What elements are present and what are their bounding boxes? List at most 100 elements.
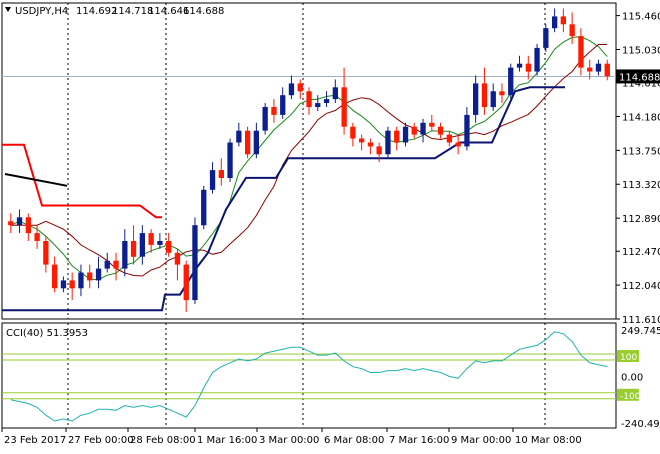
cci-line	[10, 331, 608, 422]
candle-body	[253, 130, 259, 155]
candle-body	[192, 225, 198, 301]
time-tick-label: 7 Mar 16:00	[389, 435, 449, 446]
candle-body	[52, 264, 58, 289]
cci-level-label: -100	[620, 392, 641, 402]
candle-body	[113, 260, 119, 269]
chart-title: USDJPY,H4	[15, 6, 68, 17]
candle-body	[288, 83, 295, 96]
cci-level-box	[617, 388, 639, 401]
candle-body	[359, 138, 365, 143]
candle-body	[218, 170, 224, 178]
candle-body	[385, 130, 391, 155]
candle-body	[69, 280, 75, 289]
candle-body	[402, 126, 409, 143]
cci-tick-label: 0.00	[621, 372, 643, 383]
time-tick-label: 27 Feb 00:00	[68, 435, 134, 446]
candle-body	[174, 252, 181, 265]
candle-body	[473, 83, 479, 115]
candle-body	[236, 130, 242, 143]
candle-body	[262, 107, 268, 131]
candle-body	[516, 63, 523, 68]
candle-body	[560, 16, 566, 25]
candle-body	[499, 91, 505, 96]
candle-body	[429, 122, 435, 127]
candle-body	[8, 221, 14, 226]
candle-body	[139, 233, 145, 257]
cci-label: CCI(40) 51.3953	[6, 328, 88, 339]
candle-body	[490, 91, 496, 108]
candle-body	[16, 217, 23, 226]
candle-body	[78, 272, 84, 289]
cci-level-box	[617, 350, 639, 363]
price-tick-label: 112.040	[622, 281, 660, 292]
current-price-box	[616, 69, 660, 84]
candle-body	[297, 83, 303, 92]
candle-body	[43, 241, 49, 265]
candle-body	[166, 241, 172, 253]
price-tick-label: 115.460	[622, 12, 660, 23]
candle-body	[315, 103, 321, 107]
candle-body	[323, 99, 330, 103]
candle-body	[122, 241, 128, 269]
time-tick-label: 1 Mar 16:00	[197, 435, 257, 446]
red-envelope-step	[2, 143, 162, 219]
trend-line	[4, 173, 68, 187]
price-tick-label: 113.750	[622, 146, 660, 157]
candle-body	[183, 264, 189, 301]
time-tick-label: 28 Feb 08:00	[130, 435, 196, 446]
candle-body	[130, 241, 137, 257]
candle-body	[60, 280, 67, 289]
candle-body	[95, 268, 102, 281]
time-tick-label: 6 Mar 08:00	[324, 435, 384, 446]
ohlc-value: 114.688	[183, 6, 224, 17]
candle-body	[437, 126, 444, 135]
price-tick-label: 113.320	[622, 180, 660, 191]
candle-body	[332, 87, 338, 100]
cci-panel-frame	[1, 322, 617, 429]
candle-body	[201, 189, 207, 226]
main-panel-frame	[1, 2, 617, 320]
ohlc-value: 114.646	[148, 6, 189, 17]
cci-tick-label: -240.4958	[621, 419, 660, 430]
candle-body	[245, 130, 251, 155]
ohlc-value: 114.718	[112, 6, 153, 17]
candle-body	[525, 63, 531, 72]
candle-body	[446, 134, 452, 143]
candle-body	[420, 122, 426, 135]
candle-body	[157, 241, 163, 245]
ohlc-value: 114.692	[76, 6, 117, 17]
ma-darkred-line	[10, 44, 608, 277]
cci-tick-label: 249.7458	[621, 326, 660, 337]
candle-body	[543, 28, 549, 48]
price-tick-label: 115.030	[622, 45, 660, 56]
candle-body	[34, 233, 40, 241]
time-tick-label: 3 Mar 00:00	[259, 435, 319, 446]
candle-body	[209, 170, 216, 190]
candle-body	[508, 67, 514, 96]
candle-body	[87, 272, 93, 281]
candle-body	[227, 142, 233, 178]
candle-body	[481, 83, 488, 107]
candle-body	[552, 16, 558, 29]
time-tick-label: 10 Mar 08:00	[515, 435, 582, 446]
candle-body	[104, 260, 110, 269]
candle-body	[587, 67, 593, 72]
candle-body	[604, 63, 610, 77]
candle-body	[25, 217, 31, 234]
candle-body	[271, 107, 277, 115]
current-price-label: 114.688	[619, 72, 660, 83]
candle-body	[306, 91, 312, 108]
time-tick-label: 23 Feb 2017	[4, 435, 66, 446]
price-tick-label: 111.610	[622, 315, 660, 326]
candle-body	[280, 95, 286, 115]
candle-body	[595, 63, 602, 72]
candle-body	[350, 126, 356, 139]
price-tick-label: 114.180	[622, 112, 660, 123]
time-tick-label: 9 Mar 00:00	[451, 435, 511, 446]
candle-body	[569, 24, 575, 37]
price-tick-label: 114.610	[622, 79, 660, 90]
navy-envelope-step	[2, 86, 565, 312]
price-tick-label: 112.470	[622, 247, 660, 258]
